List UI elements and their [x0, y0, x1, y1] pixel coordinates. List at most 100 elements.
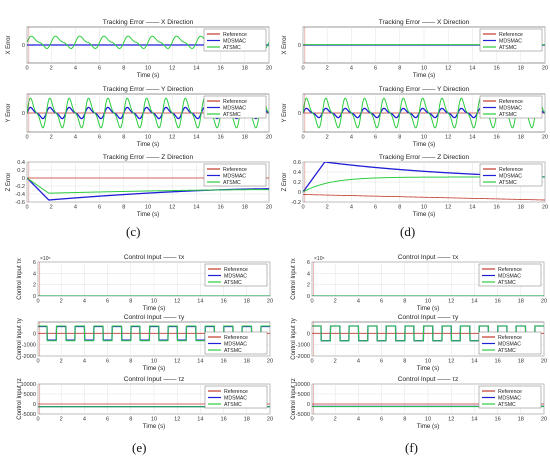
x-tick-label: 8 — [403, 299, 406, 305]
series-line-reference — [303, 194, 545, 201]
x-tick-label: 14 — [471, 417, 477, 423]
panel-label-f: (f) — [405, 440, 418, 455]
x-tick-label: 6 — [106, 359, 109, 365]
legend-label: MDSMAC — [223, 174, 246, 180]
x-axis-label: Time (s) — [143, 423, 165, 430]
x-axis-label: Time (s) — [137, 72, 159, 79]
x-tick-label: 10 — [145, 135, 151, 141]
y-tick-label: 10000 — [20, 382, 36, 388]
x-tick-label: 12 — [445, 66, 451, 72]
y-tick-label: 5000 — [24, 392, 36, 398]
y-tick-label: -5000 — [22, 412, 36, 418]
x-tick-label: 18 — [518, 417, 524, 423]
y-tick-label: 2 — [33, 283, 36, 289]
legend-label: Reference — [224, 389, 248, 395]
y-tick-label: 0 — [298, 111, 301, 117]
chart-f-11: 0 2 4 6 8 10 12 14 16 18 201000050000-5000Control … — [291, 376, 547, 430]
legend-label: ATSMC — [223, 45, 241, 51]
y-tick-label: -1000 — [296, 343, 310, 349]
x-axis-label: Time (s) — [143, 305, 165, 312]
x-tick-label: 2 — [334, 359, 337, 365]
chart-title: Tracking Error —— Y Direction — [379, 86, 470, 93]
x-tick-label: 20 — [542, 205, 548, 211]
x-tick-label: 0 — [25, 135, 28, 141]
chart-d-3: 0 2 4 6 8 10 12 14 16 18 20 0 Tracking Error —— X Di… — [282, 19, 548, 79]
x-tick-label: 4 — [357, 417, 360, 423]
y-tick-label: 10000 — [294, 382, 310, 388]
y-tick-label: 0.4 — [17, 160, 25, 166]
x-tick-label: 20 — [267, 299, 273, 305]
x-tick-label: 2 — [50, 66, 53, 72]
x-tick-label: 12 — [445, 205, 451, 211]
x-tick-label: 0 — [25, 66, 28, 72]
y-tick-label: 0 — [307, 402, 310, 408]
x-tick-label: 4 — [74, 135, 77, 141]
x-tick-label: 14 — [471, 359, 477, 365]
legend-label: MDSMAC — [499, 39, 522, 45]
x-tick-label: 20 — [266, 135, 272, 141]
x-tick-label: 20 — [541, 359, 547, 365]
x-tick-label: 10 — [145, 205, 151, 211]
legend-label: ATSMC — [224, 280, 242, 286]
x-tick-label: 4 — [83, 417, 86, 423]
x-tick-label: 16 — [494, 299, 500, 305]
x-tick-label: 20 — [541, 299, 547, 305]
x-tick-label: 16 — [220, 359, 226, 365]
y-tick-label: -2000 — [296, 354, 310, 360]
legend-label: ATSMC — [499, 180, 517, 186]
x-tick-label: 16 — [493, 66, 499, 72]
y-axis-label: Control Input τx — [291, 258, 297, 299]
y-tick-label: 6 — [307, 260, 310, 266]
panel-label-d: (d) — [400, 224, 416, 239]
x-tick-label: 16 — [220, 417, 226, 423]
legend-label: MDSMAC — [223, 39, 246, 45]
legend-label: Reference — [224, 335, 248, 341]
y-axis-label: X Error — [6, 35, 12, 54]
chart-e-8: 0 2 4 6 8 10 12 14 16 18 201000050000-5000Control … — [17, 376, 273, 430]
legend-label: ATSMC — [223, 112, 241, 118]
x-tick-label: 8 — [398, 205, 401, 211]
x-axis-label: Time (s) — [417, 423, 439, 430]
chart-title: Control Input —— τz — [124, 376, 185, 383]
y-axis-label: Control Input τy — [291, 318, 297, 359]
x-tick-label: 12 — [174, 417, 180, 423]
x-tick-label: 18 — [244, 359, 250, 365]
x-tick-label: 6 — [380, 299, 383, 305]
y-axis-label: X Error — [282, 35, 288, 54]
chart-title: Tracking Error —— X Direction — [379, 19, 470, 26]
legend-label: ATSMC — [499, 112, 517, 118]
x-tick-label: 10 — [151, 359, 157, 365]
x-tick-label: 18 — [518, 359, 524, 365]
x-tick-label: 14 — [193, 205, 199, 211]
y-tick-label: -0.2 — [291, 200, 301, 206]
legend-label: MDSMAC — [224, 274, 247, 280]
y-axis-label: Control Input τx — [17, 258, 23, 299]
x-tick-label: 6 — [380, 417, 383, 423]
x-tick-label: 0 — [301, 205, 304, 211]
x-axis-label: Time (s) — [137, 141, 159, 148]
y-tick-label: 0 — [33, 294, 36, 300]
legend-label: ATSMC — [499, 45, 517, 51]
legend-label: MDSMAC — [498, 342, 521, 348]
x-tick-label: 10 — [421, 66, 427, 72]
chart-c-2: 0 2 4 6 8 10 12 14 16 18 20 0.4 0.2 0 -0.2 -0.4 -0.6 Trac… — [6, 154, 272, 218]
x-tick-label: 2 — [60, 359, 63, 365]
chart-c-0: 0 2 4 6 8 10 12 14 16 18 20 0 Tracking Error —— X Di… — [6, 19, 272, 79]
panel-label-c: (c) — [126, 224, 141, 239]
x-tick-label: 8 — [122, 205, 125, 211]
x-tick-label: 8 — [122, 135, 125, 141]
legend-label: MDSMAC — [498, 396, 521, 402]
y-tick-label: 0 — [298, 190, 301, 196]
x-tick-label: 0 — [301, 66, 304, 72]
x-axis-label: Time (s) — [137, 211, 159, 218]
x-tick-label: 18 — [518, 205, 524, 211]
legend-label: Reference — [223, 99, 247, 105]
x-tick-label: 6 — [98, 205, 101, 211]
chart-title: Control Input —— τx — [398, 254, 459, 261]
